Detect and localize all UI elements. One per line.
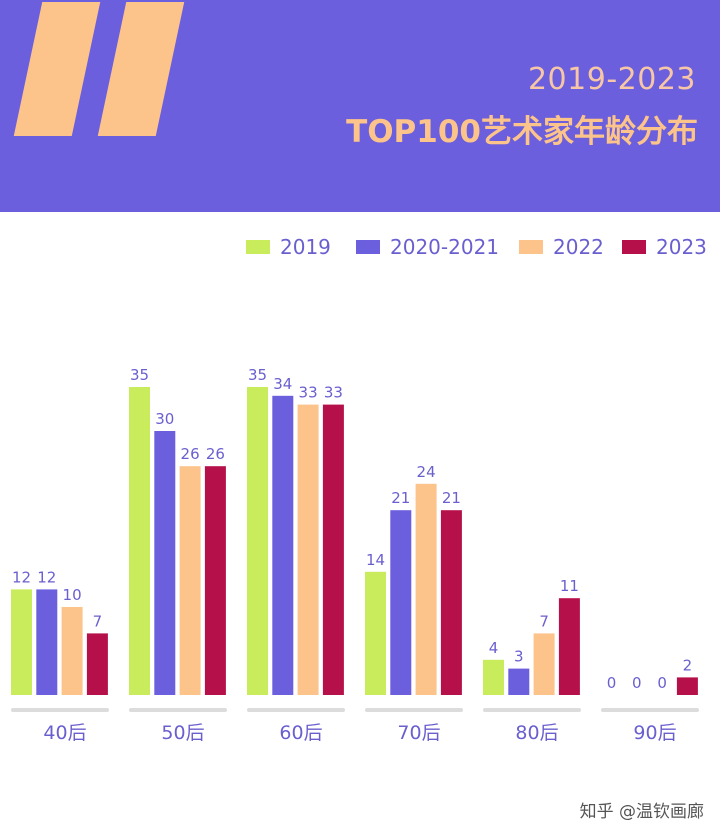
data-label-2020-2021-cat-1: 12: [37, 568, 56, 586]
bar-2023-cat-3: [322, 404, 344, 695]
data-label-2019-cat-5: 4: [489, 639, 499, 657]
bar-2019-cat-2: [129, 387, 150, 695]
chart-legend: 2019 2020-2021 2022 2023: [0, 232, 720, 262]
bar-2022-cat-1: [61, 607, 83, 695]
bar-2020-2021-cat-1: [36, 589, 58, 695]
bar-2019-cat-1: [11, 589, 32, 695]
data-label-2022-cat-5: 7: [539, 612, 549, 630]
legend-swatch-2022: [519, 240, 543, 254]
data-label-2022-cat-1: 10: [63, 586, 82, 604]
data-label-2019-cat-2: 35: [130, 366, 149, 384]
bar-2022-cat-3: [297, 404, 319, 695]
bar-2020-2021-cat-3: [272, 395, 294, 695]
data-label-2020-2021-cat-3: 34: [273, 375, 292, 393]
legend-swatch-2020-2021: [356, 240, 380, 254]
data-label-2022-cat-3: 33: [299, 384, 318, 402]
category-baseline-6: [601, 708, 699, 712]
legend-label-2019: 2019: [280, 235, 331, 259]
category-baseline-1: [11, 708, 109, 712]
bar-2019-cat-3: [247, 387, 268, 695]
bar-2020-2021-cat-2: [154, 431, 176, 695]
category-baseline-3: [247, 708, 345, 712]
data-label-2020-2021-cat-2: 30: [155, 410, 174, 428]
category-baseline-5: [483, 708, 581, 712]
watermark: 知乎 @温钦画廊: [579, 802, 704, 822]
data-label-2023-cat-3: 33: [324, 384, 343, 402]
data-label-2023-cat-1: 7: [93, 612, 103, 630]
legend-item-2019: 2019: [246, 232, 331, 262]
bar-2020-2021-cat-4: [390, 510, 412, 695]
bar-2019-cat-4: [365, 571, 386, 695]
bar-2023-cat-6: [676, 677, 698, 695]
bar-2023-cat-2: [204, 466, 226, 695]
legend-item-2020-2021: 2020-2021: [356, 232, 499, 262]
bar-2023-cat-5: [558, 598, 580, 695]
data-label-2023-cat-6: 2: [683, 656, 693, 674]
category-baseline-2: [129, 708, 227, 712]
legend-swatch-2023: [622, 240, 646, 254]
data-label-2023-cat-4: 21: [442, 489, 461, 507]
legend-swatch-2019: [246, 240, 270, 254]
bar-2019-cat-5: [483, 659, 504, 695]
data-label-2020-2021-cat-4: 21: [391, 489, 410, 507]
bar-2023-cat-1: [86, 633, 108, 695]
chart-title: TOP100艺术家年龄分布: [346, 114, 698, 150]
data-label-2020-2021-cat-6: 0: [632, 674, 642, 692]
legend-item-2023: 2023: [622, 232, 707, 262]
category-label-2: 50后: [161, 722, 204, 744]
legend-label-2020-2021: 2020-2021: [390, 235, 500, 259]
data-label-2022-cat-2: 26: [181, 445, 200, 463]
category-label-3: 60后: [279, 722, 322, 744]
data-label-2023-cat-5: 11: [560, 577, 579, 595]
bar-2022-cat-2: [179, 466, 201, 695]
data-label-2022-cat-4: 24: [417, 463, 436, 481]
bar-2022-cat-4: [415, 483, 437, 695]
category-label-5: 80后: [515, 722, 558, 744]
data-label-2022-cat-6: 0: [657, 674, 667, 692]
data-label-2019-cat-3: 35: [248, 366, 267, 384]
category-label-1: 40后: [43, 722, 86, 744]
legend-label-2022: 2022: [553, 235, 604, 259]
data-label-2020-2021-cat-5: 3: [514, 648, 524, 666]
category-label-4: 70后: [397, 722, 440, 744]
category-baseline-4: [365, 708, 463, 712]
chart-subtitle: 2019-2023: [527, 62, 696, 97]
data-label-2023-cat-2: 26: [206, 445, 225, 463]
legend-item-2022: 2022: [519, 232, 604, 262]
header-banner: 2019-2023 TOP100艺术家年龄分布: [0, 0, 720, 212]
data-label-2019-cat-4: 14: [366, 551, 385, 569]
category-label-6: 90后: [633, 722, 676, 744]
bar-2020-2021-cat-5: [508, 668, 530, 695]
bar-2022-cat-5: [533, 633, 555, 695]
bar-2023-cat-4: [440, 510, 462, 695]
legend-label-2023: 2023: [656, 235, 707, 259]
data-label-2019-cat-1: 12: [12, 568, 31, 586]
data-label-2019-cat-6: 0: [607, 674, 617, 692]
